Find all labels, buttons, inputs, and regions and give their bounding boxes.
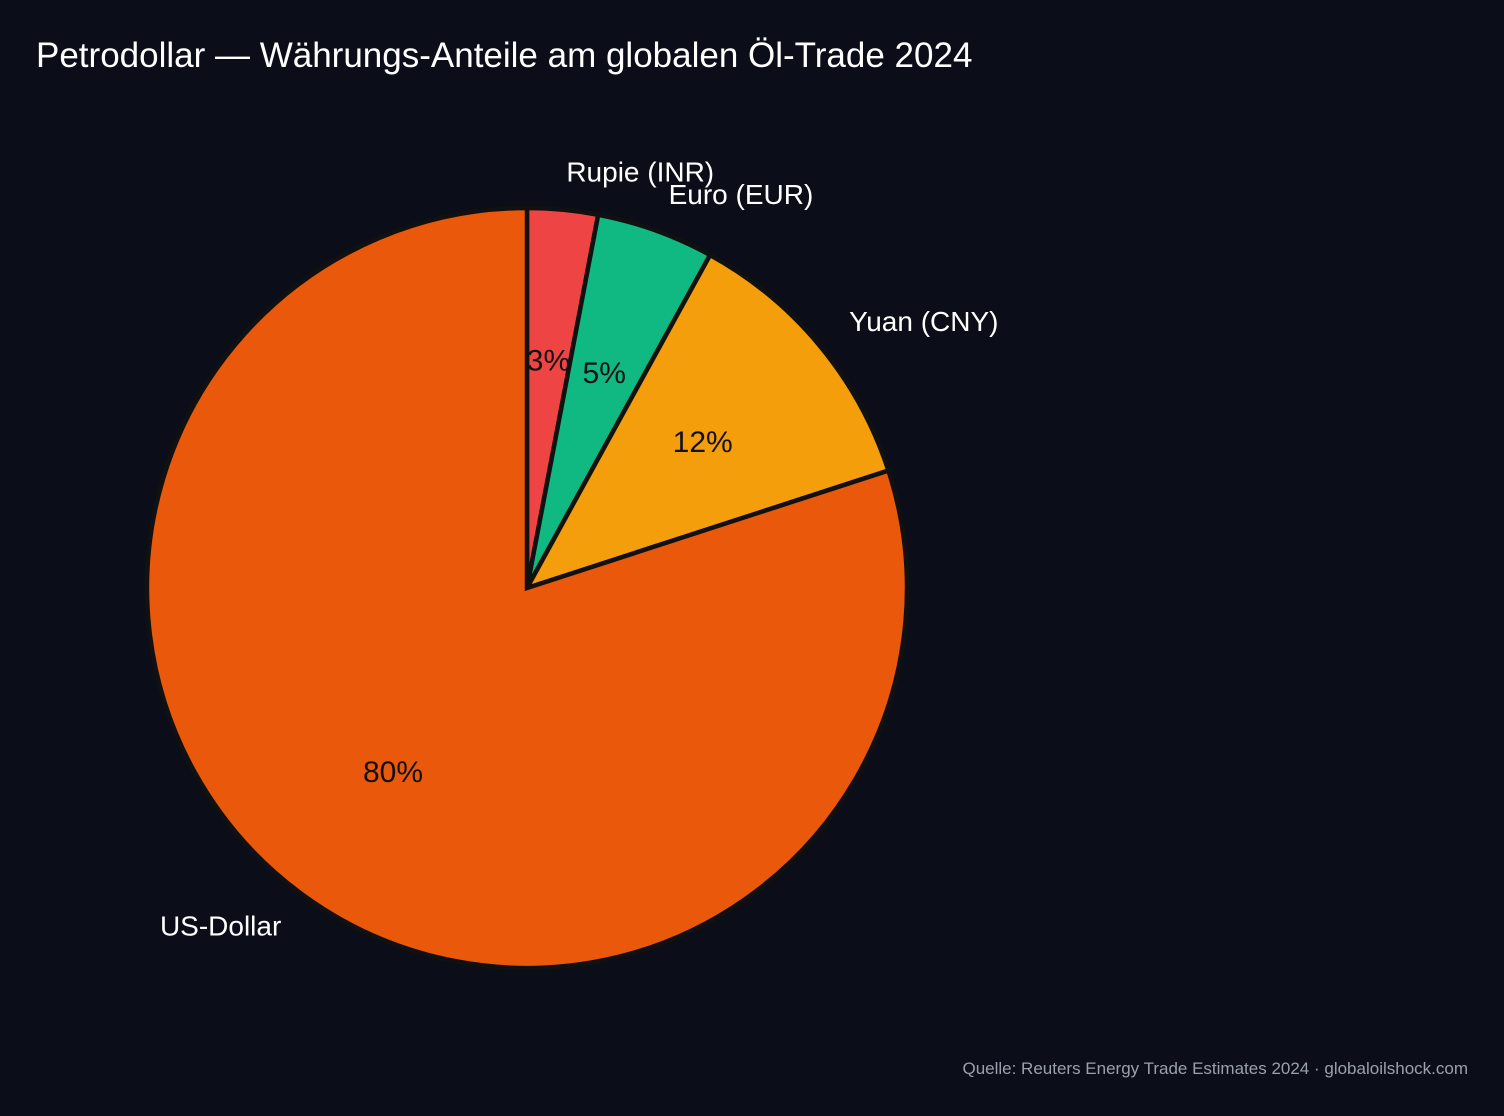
pie-value-label-rupie-inr: 3% <box>527 345 570 378</box>
pie-slice-us-dollar <box>144 205 910 971</box>
pie-category-label-euro-eur: Euro (EUR) <box>669 179 814 210</box>
pie-category-labels: Rupie (INR)Euro (EUR) Yuan (CNY) US-Dollar <box>160 156 999 941</box>
source-note: Quelle: Reuters Energy Trade Estimates 2… <box>962 1059 1468 1078</box>
pie-category-label-yuan-cny: Yuan (CNY) <box>849 306 998 337</box>
pie-category-label-us-dollar: US-Dollar <box>160 911 281 942</box>
pie-category-label-rupie-inr: Rupie (INR) <box>566 156 714 187</box>
pie-slice-yuan-cny <box>522 251 892 592</box>
chart-title: Petrodollar — Währungs-Anteile am global… <box>36 36 973 75</box>
pie-slices <box>144 205 910 971</box>
pie-value-labels: 3% 5% 12% 80% <box>363 345 733 789</box>
pie-value-label-yuan-cny: 12% <box>673 426 733 459</box>
pie-value-label-euro-eur: 5% <box>583 357 626 390</box>
pie-value-label-us-dollar: 80% <box>363 756 423 789</box>
